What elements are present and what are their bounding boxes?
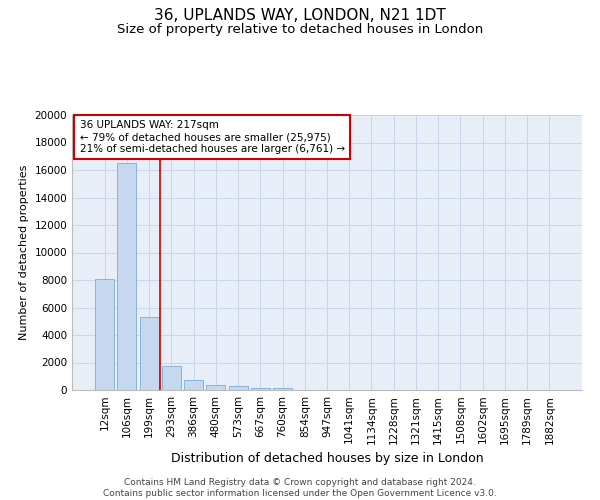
Text: Contains HM Land Registry data © Crown copyright and database right 2024.
Contai: Contains HM Land Registry data © Crown c… <box>103 478 497 498</box>
Bar <box>206 386 225 390</box>
X-axis label: Distribution of detached houses by size in London: Distribution of detached houses by size … <box>170 452 484 465</box>
Text: 36 UPLANDS WAY: 217sqm
← 79% of detached houses are smaller (25,975)
21% of semi: 36 UPLANDS WAY: 217sqm ← 79% of detached… <box>80 120 345 154</box>
Bar <box>273 388 292 390</box>
Text: Size of property relative to detached houses in London: Size of property relative to detached ho… <box>117 22 483 36</box>
Bar <box>162 366 181 390</box>
Bar <box>95 278 114 390</box>
Y-axis label: Number of detached properties: Number of detached properties <box>19 165 29 340</box>
Bar <box>140 317 158 390</box>
Bar <box>229 386 248 390</box>
Bar <box>184 380 203 390</box>
Text: 36, UPLANDS WAY, LONDON, N21 1DT: 36, UPLANDS WAY, LONDON, N21 1DT <box>154 8 446 22</box>
Bar <box>118 163 136 390</box>
Bar <box>251 388 270 390</box>
